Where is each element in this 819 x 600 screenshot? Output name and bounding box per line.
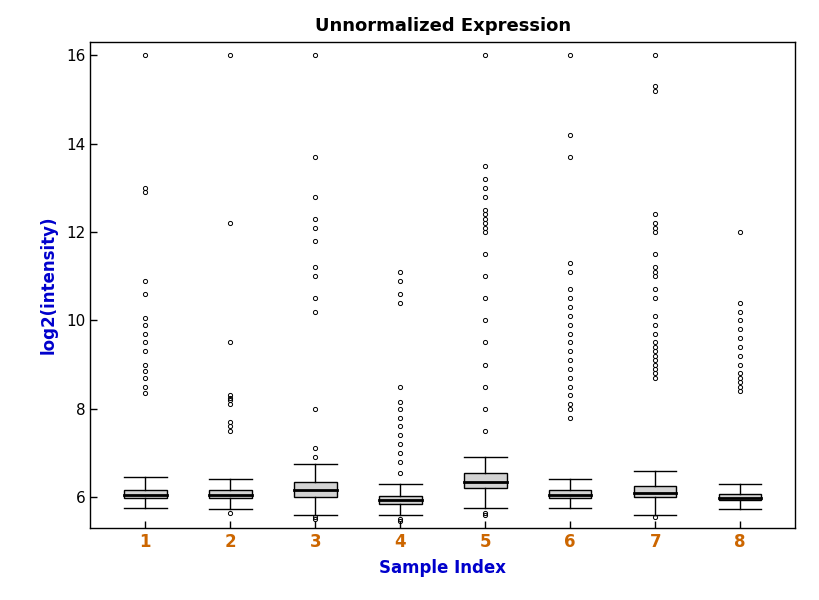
Title: Unnormalized Expression: Unnormalized Expression: [314, 17, 570, 35]
Bar: [549, 490, 590, 499]
Bar: [633, 486, 676, 497]
Bar: [124, 490, 166, 499]
Bar: [294, 482, 336, 497]
Bar: [718, 494, 761, 500]
Bar: [464, 473, 506, 488]
Bar: [378, 496, 421, 504]
Y-axis label: log2(intensity): log2(intensity): [39, 216, 57, 354]
X-axis label: Sample Index: Sample Index: [379, 559, 505, 577]
Bar: [209, 490, 251, 499]
